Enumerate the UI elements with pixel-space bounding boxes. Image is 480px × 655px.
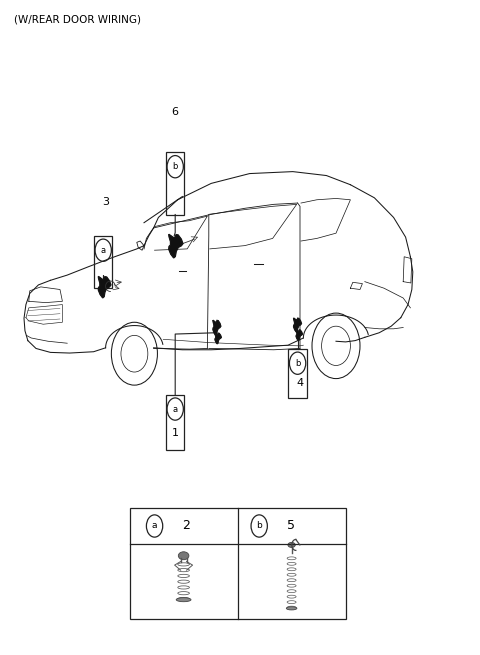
Text: b: b xyxy=(295,359,300,367)
Bar xyxy=(166,394,184,451)
Text: b: b xyxy=(256,521,262,531)
Ellipse shape xyxy=(179,552,189,559)
Ellipse shape xyxy=(287,607,297,610)
Text: 4: 4 xyxy=(297,378,303,388)
Polygon shape xyxy=(169,234,183,258)
Text: 2: 2 xyxy=(182,519,190,533)
Text: 6: 6 xyxy=(172,107,179,117)
Bar xyxy=(288,348,307,398)
Polygon shape xyxy=(296,329,302,341)
Text: (W/REAR DOOR WIRING): (W/REAR DOOR WIRING) xyxy=(14,14,142,24)
Text: a: a xyxy=(173,405,178,413)
Text: a: a xyxy=(152,521,157,531)
Bar xyxy=(166,153,184,215)
Ellipse shape xyxy=(176,597,191,602)
Bar xyxy=(130,508,346,619)
Polygon shape xyxy=(215,333,221,344)
Text: 1: 1 xyxy=(172,428,179,438)
Text: 5: 5 xyxy=(288,519,295,533)
Ellipse shape xyxy=(288,542,295,548)
Polygon shape xyxy=(294,318,301,332)
Text: b: b xyxy=(172,162,178,171)
Polygon shape xyxy=(213,320,221,335)
Polygon shape xyxy=(98,276,111,298)
Text: a: a xyxy=(101,246,106,255)
Bar xyxy=(94,236,112,288)
Text: 3: 3 xyxy=(102,196,109,207)
